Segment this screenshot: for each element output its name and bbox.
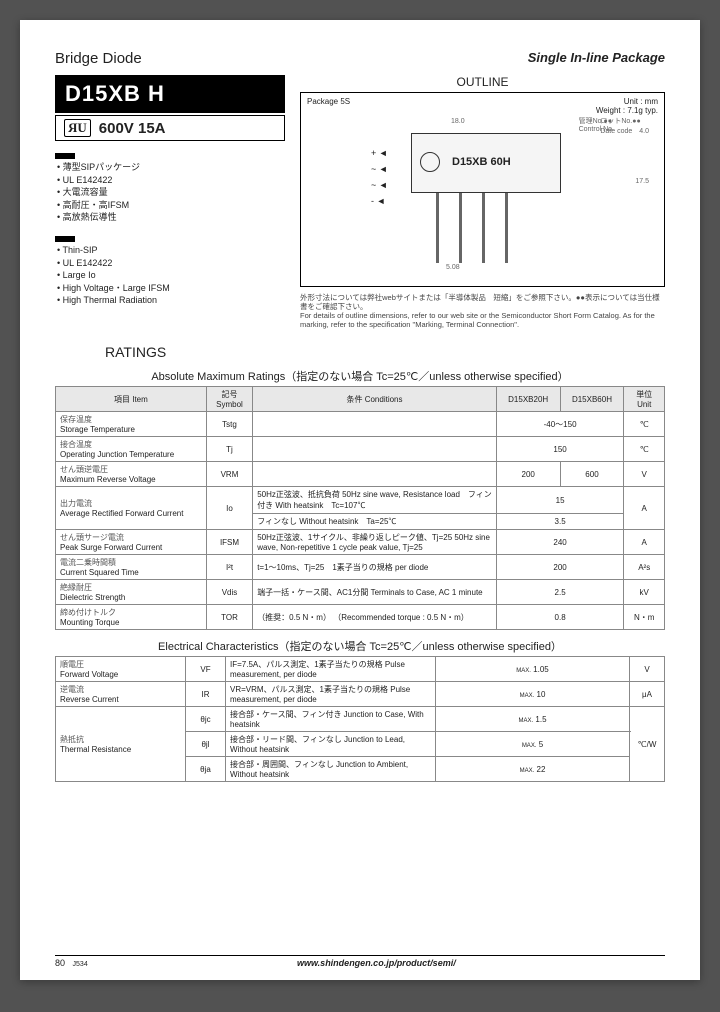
table-row: せん頭サージ電流Peak Surge Forward CurrentIFSM50… (56, 530, 665, 555)
outline-note: 外形寸法については弊社webサイトまたは「半導体製品 短縮」をご参照下さい。●●… (300, 293, 665, 329)
weight-label: Weight : 7.1g typ. (596, 106, 658, 115)
category-label: Bridge Diode (55, 50, 142, 67)
table-row: 順電圧Forward VoltageVFIF=7.5A、パルス測定、1素子当たり… (56, 657, 665, 682)
feature-item: 高耐圧・高IFSM (57, 199, 285, 212)
table-row: 締め付けトルクMounting TorqueTOR（推奨：0.5 N・m） （R… (56, 605, 665, 630)
outline-title: OUTLINE (300, 75, 665, 89)
part-number: D15XB H (55, 75, 285, 113)
amr-table-title: Absolute Maximum Ratings（指定のない場合 Tc=25℃／… (55, 368, 665, 384)
leads (436, 193, 508, 263)
ec-table: 順電圧Forward VoltageVFIF=7.5A、パルス測定、1素子当たり… (55, 656, 665, 782)
header: Bridge Diode Single In-line Package (55, 50, 665, 67)
feature-item: High Voltage・Large IFSM (57, 282, 285, 295)
outline-diagram: Package 5S Unit : mm Weight : 7.1g typ. … (300, 92, 665, 287)
feature-item: 大電流容量 (57, 186, 285, 199)
datasheet-page: Bridge Diode Single In-line Package D15X… (20, 20, 700, 980)
feature-item: 高放熱伝導性 (57, 211, 285, 224)
table-row: 出力電流Average Rectified Forward CurrentIo5… (56, 487, 665, 514)
table-row: 熱抵抗Thermal Resistanceθjc接合部・ケース間、フィン付き J… (56, 707, 665, 732)
right-column: OUTLINE Package 5S Unit : mm Weight : 7.… (300, 75, 665, 329)
features-en: Thin-SIP UL E142422 Large Io High Voltag… (55, 236, 285, 307)
top-section: D15XB H ЯU 600V 15A 薄型SIPパッケージ UL E14242… (55, 75, 665, 329)
feature-item: UL E142422 (57, 174, 285, 187)
feature-item: Thin-SIP (57, 244, 285, 257)
voltage-current-rating: 600V 15A (99, 120, 166, 137)
page-number: 80 (55, 958, 65, 968)
table-row: 逆電流Reverse CurrentIRVR=VRM、パルス測定、1素子当たりの… (56, 682, 665, 707)
col-symbol: 記号 Symbol (206, 387, 252, 412)
package-label: Package 5S (307, 97, 350, 115)
features-jp: 薄型SIPパッケージ UL E142422 大電流容量 高耐圧・高IFSM 高放… (55, 153, 285, 224)
rating-box: ЯU 600V 15A (55, 115, 285, 141)
ec-table-title: Electrical Characteristics（指定のない場合 Tc=25… (55, 638, 665, 654)
ul-mark-icon: ЯU (64, 119, 91, 137)
feature-bar-icon (55, 153, 75, 159)
col-type2: D15XB60H (560, 387, 624, 412)
amr-table: 項目 Item 記号 Symbol 条件 Conditions D15XB20H… (55, 386, 665, 630)
col-unit: 単位 Unit (624, 387, 665, 412)
ratings-section-title: RATINGS (105, 344, 665, 360)
feature-bar-icon (55, 236, 75, 242)
doc-code: J534 (73, 961, 88, 968)
feature-item: High Thermal Radiation (57, 294, 285, 307)
feature-item: 薄型SIPパッケージ (57, 161, 285, 174)
table-row: 接合温度Operating Junction TemperatureTj150℃ (56, 437, 665, 462)
table-row: 保存温度Storage TemperatureTstg-40～150℃ (56, 412, 665, 437)
mounting-hole-icon (420, 152, 440, 172)
col-item: 項目 Item (56, 387, 207, 412)
package-subtitle: Single In-line Package (528, 50, 665, 67)
terminal-symbols: + ◄~ ◄~ ◄- ◄ (371, 148, 388, 206)
table-row: 絶縁耐圧Dielectric StrengthVdis端子一括・ケース間、AC1… (56, 580, 665, 605)
col-conditions: 条件 Conditions (253, 387, 497, 412)
page-footer: 80 J534 www.shindengen.co.jp/product/sem… (55, 955, 665, 968)
chip-marking: D15XB 60H (452, 156, 511, 168)
feature-item: Large Io (57, 269, 285, 282)
table-row: せん頭逆電圧Maximum Reverse VoltageVRM200600V (56, 462, 665, 487)
left-column: D15XB H ЯU 600V 15A 薄型SIPパッケージ UL E14242… (55, 75, 285, 329)
col-type1: D15XB20H (496, 387, 560, 412)
package-drawing: + ◄~ ◄~ ◄- ◄ D15XB 60H 管理No.●●Control No… (351, 118, 634, 276)
table-header-row: 項目 Item 記号 Symbol 条件 Conditions D15XB20H… (56, 387, 665, 412)
table-row: 電流二乗時間積Current Squared TimeI²tt=1～10ms、T… (56, 555, 665, 580)
feature-item: UL E142422 (57, 257, 285, 270)
unit-label: Unit : mm (624, 97, 658, 106)
footer-url: www.shindengen.co.jp/product/semi/ (297, 958, 456, 968)
chip-body: D15XB 60H (411, 133, 561, 193)
